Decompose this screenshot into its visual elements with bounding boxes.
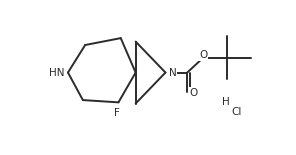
Text: F: F xyxy=(114,108,120,118)
Text: N: N xyxy=(169,68,177,78)
Text: HN: HN xyxy=(49,68,65,78)
Text: Cl: Cl xyxy=(231,106,241,117)
Text: H: H xyxy=(222,97,230,107)
Text: O: O xyxy=(199,50,207,60)
Text: O: O xyxy=(189,88,198,98)
